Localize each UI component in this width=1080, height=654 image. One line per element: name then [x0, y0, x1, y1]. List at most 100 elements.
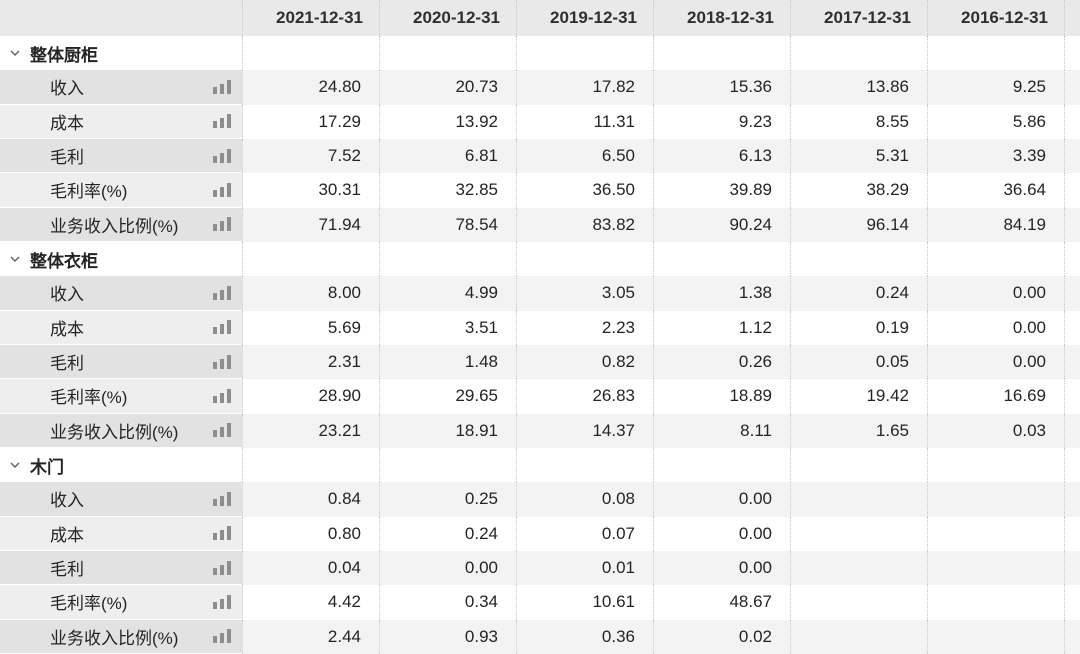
spill-cell: [1064, 70, 1080, 105]
value-cell: 48.67: [653, 585, 790, 620]
value-cell: 36.50: [516, 173, 653, 208]
value-cell: 32.85: [379, 173, 516, 208]
bar-chart-icon[interactable]: [211, 491, 233, 506]
metric-row: 成本 0.80 0.24 0.07 0.00: [0, 516, 1080, 551]
empty-group-cell: [242, 241, 379, 277]
group-row[interactable]: 整体厨柜: [0, 36, 1080, 71]
bar-chart-icon[interactable]: [211, 217, 233, 232]
group-row[interactable]: 整体衣柜: [0, 241, 1080, 277]
metric-label-cell: 成本: [0, 310, 242, 345]
metric-row: 毛利率(%) 30.31 32.85 36.50 39.89 38.29 36.64: [0, 173, 1080, 208]
value-cell: 16.69: [927, 379, 1064, 414]
value-cell: 5.86: [927, 104, 1064, 139]
value-cell: 38.29: [790, 173, 927, 208]
value-cell: 6.50: [516, 138, 653, 174]
metric-label-cell: 毛利: [0, 344, 242, 380]
empty-group-cell: [790, 241, 927, 277]
value-cell: 0.25: [379, 482, 516, 517]
value-cell: 1.38: [653, 276, 790, 311]
bar-chart-icon[interactable]: [211, 354, 233, 369]
spill-cell: [1064, 36, 1080, 71]
value-cell: 0.93: [379, 619, 516, 654]
value-cell: 9.25: [927, 70, 1064, 105]
metric-row: 毛利 7.52 6.81 6.50 6.13 5.31 3.39: [0, 138, 1080, 174]
group-row[interactable]: 木门: [0, 447, 1080, 483]
header-spill-cell: [1064, 0, 1080, 36]
bar-chart-icon[interactable]: [211, 114, 233, 129]
column-header-2016: 2016-12-31: [927, 0, 1064, 36]
empty-group-cell: [379, 241, 516, 277]
metric-label-cell: 收入: [0, 276, 242, 311]
value-cell: 6.81: [379, 138, 516, 174]
value-cell: 14.37: [516, 413, 653, 448]
value-cell: 71.94: [242, 207, 379, 242]
group-label: 木门: [30, 457, 64, 477]
bar-chart-icon[interactable]: [211, 182, 233, 197]
table-body: 整体厨柜 收入 24.80 20.73 17.82 15.36 13.86 9.25 成本 17.…: [0, 36, 1080, 654]
row-label: 毛利: [50, 560, 84, 580]
value-cell: 0.00: [379, 550, 516, 586]
row-label: 收入: [50, 491, 84, 511]
value-cell: 15.36: [653, 70, 790, 105]
spill-cell: [1064, 619, 1080, 654]
row-label: 毛利率(%): [50, 182, 128, 202]
group-label-cell[interactable]: 整体衣柜: [0, 241, 242, 277]
bar-chart-icon[interactable]: [211, 423, 233, 438]
value-cell: 0.00: [653, 550, 790, 586]
value-cell: 2.23: [516, 310, 653, 345]
value-cell: 9.23: [653, 104, 790, 139]
row-label: 成本: [50, 113, 84, 133]
value-cell: 96.14: [790, 207, 927, 242]
metric-label-cell: 毛利率(%): [0, 173, 242, 208]
bar-chart-icon[interactable]: [211, 560, 233, 575]
value-cell: 0.34: [379, 585, 516, 620]
spill-cell: [1064, 207, 1080, 242]
value-cell: 84.19: [927, 207, 1064, 242]
value-cell: 3.51: [379, 310, 516, 345]
value-cell: 0.82: [516, 344, 653, 380]
value-cell: 7.52: [242, 138, 379, 174]
metric-row: 收入 0.84 0.25 0.08 0.00: [0, 482, 1080, 517]
chevron-down-icon[interactable]: [8, 252, 22, 266]
value-cell: 8.55: [790, 104, 927, 139]
group-label-cell[interactable]: 木门: [0, 447, 242, 483]
metric-row: 毛利率(%) 4.42 0.34 10.61 48.67: [0, 585, 1080, 620]
metric-label-cell: 收入: [0, 482, 242, 517]
value-cell: [927, 585, 1064, 620]
empty-group-cell: [242, 447, 379, 483]
metric-row: 业务收入比例(%) 2.44 0.93 0.36 0.02: [0, 619, 1080, 654]
metric-row: 毛利 0.04 0.00 0.01 0.00: [0, 550, 1080, 586]
column-header-2018: 2018-12-31: [653, 0, 790, 36]
metric-label-cell: 毛利: [0, 550, 242, 586]
empty-group-cell: [653, 447, 790, 483]
metric-label-cell: 业务收入比例(%): [0, 413, 242, 448]
metric-label-cell: 成本: [0, 516, 242, 551]
group-label-cell[interactable]: 整体厨柜: [0, 36, 242, 71]
bar-chart-icon[interactable]: [211, 629, 233, 644]
value-cell: 0.07: [516, 516, 653, 551]
empty-group-cell: [927, 447, 1064, 483]
bar-chart-icon[interactable]: [211, 148, 233, 163]
empty-group-cell: [379, 36, 516, 71]
bar-chart-icon[interactable]: [211, 79, 233, 94]
value-cell: 8.00: [242, 276, 379, 311]
bar-chart-icon[interactable]: [211, 526, 233, 541]
value-cell: 0.08: [516, 482, 653, 517]
value-cell: 0.00: [653, 516, 790, 551]
bar-chart-icon[interactable]: [211, 320, 233, 335]
value-cell: 20.73: [379, 70, 516, 105]
value-cell: 1.12: [653, 310, 790, 345]
value-cell: [927, 550, 1064, 586]
chevron-down-icon[interactable]: [8, 458, 22, 472]
metric-label-cell: 毛利率(%): [0, 585, 242, 620]
value-cell: [927, 516, 1064, 551]
bar-chart-icon[interactable]: [211, 594, 233, 609]
value-cell: [790, 550, 927, 586]
bar-chart-icon[interactable]: [211, 388, 233, 403]
metric-label-cell: 成本: [0, 104, 242, 139]
row-label: 毛利率(%): [50, 594, 128, 614]
bar-chart-icon[interactable]: [211, 285, 233, 300]
chevron-down-icon[interactable]: [8, 46, 22, 60]
value-cell: 10.61: [516, 585, 653, 620]
value-cell: 5.31: [790, 138, 927, 174]
